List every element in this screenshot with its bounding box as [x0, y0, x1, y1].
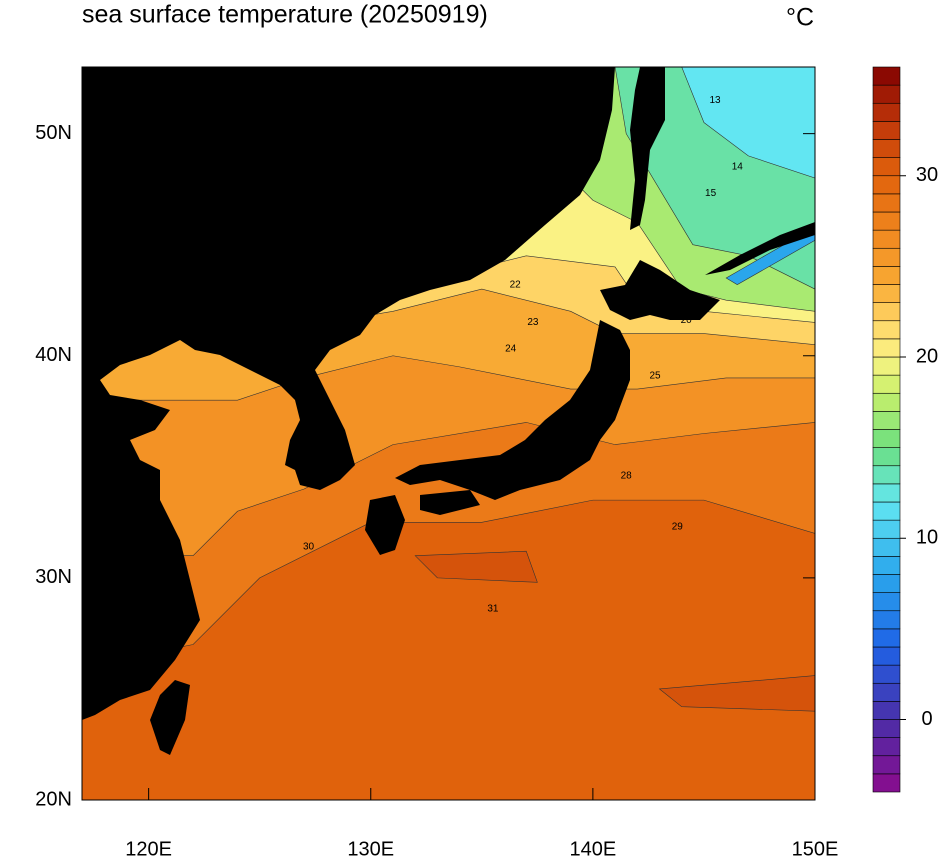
colorbar-box	[872, 429, 901, 448]
land-sakhalin	[630, 67, 665, 230]
contour-label: 22	[510, 279, 522, 290]
sst-zone	[658, 675, 815, 712]
colorbar-box	[872, 447, 901, 467]
colorbar-tick-label: 0	[921, 708, 932, 730]
colorbar-box	[872, 628, 901, 648]
colorbar-box	[872, 247, 901, 267]
colorbar-box	[872, 773, 901, 793]
colorbar: 0 10 20 30	[872, 66, 938, 793]
land-shikoku	[420, 490, 480, 515]
contour-label: 23	[527, 317, 539, 328]
colorbar-box	[872, 302, 901, 322]
land-hokkaido	[600, 260, 720, 320]
colorbar-box	[872, 411, 901, 430]
colorbar-box	[872, 682, 901, 702]
colorbar-box	[872, 266, 901, 285]
colorbar-box	[872, 193, 901, 213]
contour-label: 13	[709, 95, 721, 106]
land	[82, 67, 815, 755]
colorbar-box	[872, 719, 901, 738]
colorbar-box	[872, 755, 901, 775]
colorbar-box	[872, 66, 901, 86]
colorbar-box	[872, 646, 901, 666]
colorbar-box	[872, 392, 901, 412]
contour-label: 26	[325, 424, 337, 435]
x-tick-label: 130E	[347, 838, 394, 858]
contour-label: 25	[650, 370, 662, 381]
colorbar-box	[872, 175, 901, 195]
plot-frame	[81, 66, 816, 801]
x-tick-label: 150E	[792, 838, 839, 858]
contour-label: 31	[487, 604, 499, 615]
title: sea surface temperature (20250919)	[82, 1, 488, 29]
colorbar-box	[872, 556, 901, 575]
contour-label: 28	[621, 470, 633, 481]
land-taiwan	[150, 680, 190, 755]
colorbar-box	[872, 501, 901, 521]
sst-zone	[414, 550, 538, 583]
colorbar-box	[872, 737, 901, 757]
contour-label: 20	[681, 315, 693, 326]
colorbar-box	[872, 229, 901, 249]
contour-label: 14	[732, 162, 744, 173]
colorbar-box	[872, 102, 901, 122]
colorbar-box	[872, 701, 901, 720]
y-tick-label: 30N	[35, 566, 72, 588]
unit: °C	[786, 4, 814, 32]
colorbar-box	[872, 320, 901, 340]
colorbar-box	[872, 610, 901, 630]
land-kyushu	[365, 495, 405, 555]
contour-label: 30	[303, 541, 315, 552]
contour-label: 24	[505, 344, 517, 355]
land-honshu	[395, 320, 630, 500]
x-tick-label: 120E	[125, 838, 172, 858]
colorbar-box	[872, 211, 901, 231]
colorbar-box	[872, 284, 901, 303]
contour-labels: 13 14 15 20 22 23 24 25 26 28 29 30 31	[303, 95, 743, 615]
colorbar-box	[872, 374, 901, 394]
colorbar-box	[872, 483, 901, 503]
contour-label: 15	[705, 188, 717, 199]
colorbar-box	[872, 537, 901, 557]
y-tick-label: 20N	[35, 788, 72, 810]
colorbar-box	[872, 664, 901, 684]
colorbar-box	[872, 356, 901, 376]
colorbar-box	[872, 157, 901, 177]
colorbar-tick-label: 30	[916, 164, 938, 186]
colorbar-tick-label: 20	[916, 345, 938, 367]
colorbar-box	[872, 84, 901, 104]
sst-zone	[681, 67, 815, 179]
y-tick-label: 50N	[35, 122, 72, 144]
colorbar-box	[872, 592, 901, 612]
land-kurils	[705, 222, 815, 275]
land-mainland	[82, 67, 615, 720]
y-tick-label: 40N	[35, 344, 72, 366]
colorbar-box	[872, 338, 901, 358]
axes: 120E 130E 140E 150E 20N 30N 40N 50N	[35, 67, 838, 858]
colorbar-box	[872, 465, 901, 485]
colorbar-tick-label: 10	[916, 527, 938, 549]
x-tick-label: 140E	[570, 838, 617, 858]
colorbar-box	[872, 519, 901, 539]
colorbar-box	[872, 574, 901, 593]
contour-label: 29	[672, 521, 684, 532]
colorbar-box	[872, 121, 901, 140]
colorbar-box	[872, 139, 901, 158]
